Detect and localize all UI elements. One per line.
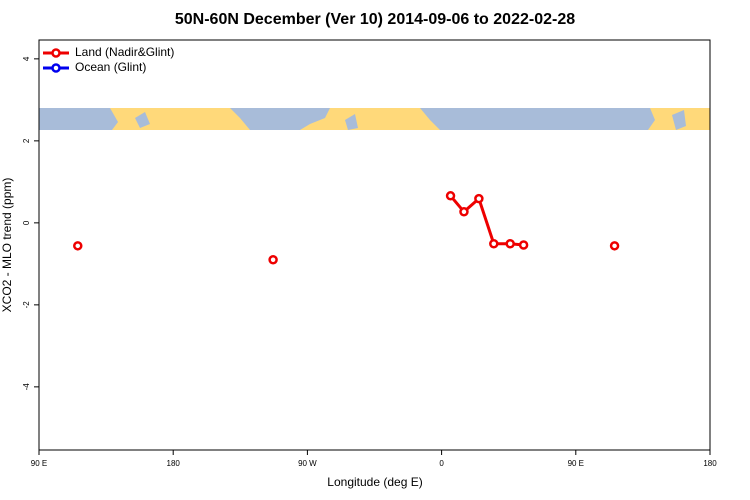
data-point (73, 241, 83, 251)
series-line (449, 194, 524, 247)
y-tick-label: 0 (22, 220, 31, 225)
x-tick-label: 180 (167, 459, 181, 468)
x-axis-label: Longitude (deg E) (327, 475, 422, 489)
legend-marker (51, 63, 61, 73)
x-tick-label: 90 E (568, 459, 584, 468)
data-point (474, 193, 484, 204)
data-point (268, 255, 278, 265)
y-tick-label: -4 (22, 383, 31, 391)
x-tick-label: 90 E (31, 459, 47, 468)
chart-title: 50N-60N December (Ver 10) 2014-09-06 to … (175, 11, 575, 28)
y-tick-label: 4 (22, 56, 31, 61)
y-tick-label: -2 (22, 301, 31, 309)
data-point (505, 239, 515, 249)
y-axis-label: XCO2 - MLO trend (ppm) (0, 178, 14, 313)
legend-marker (51, 48, 61, 58)
data-point (445, 191, 456, 201)
data-point (459, 207, 469, 217)
x-tick-label: 0 (439, 459, 444, 468)
data-point (489, 239, 499, 249)
legend-label: Land (Nadir&Glint) (75, 45, 174, 59)
map-strip (39, 108, 710, 130)
x-tick-label: 90 W (298, 459, 317, 468)
x-tick-label: 180 (703, 459, 717, 468)
y-tick-label: 2 (22, 138, 31, 143)
data-point (518, 240, 529, 250)
legend-label: Ocean (Glint) (75, 60, 146, 74)
plot-frame (38, 39, 711, 451)
data-point (609, 241, 620, 251)
